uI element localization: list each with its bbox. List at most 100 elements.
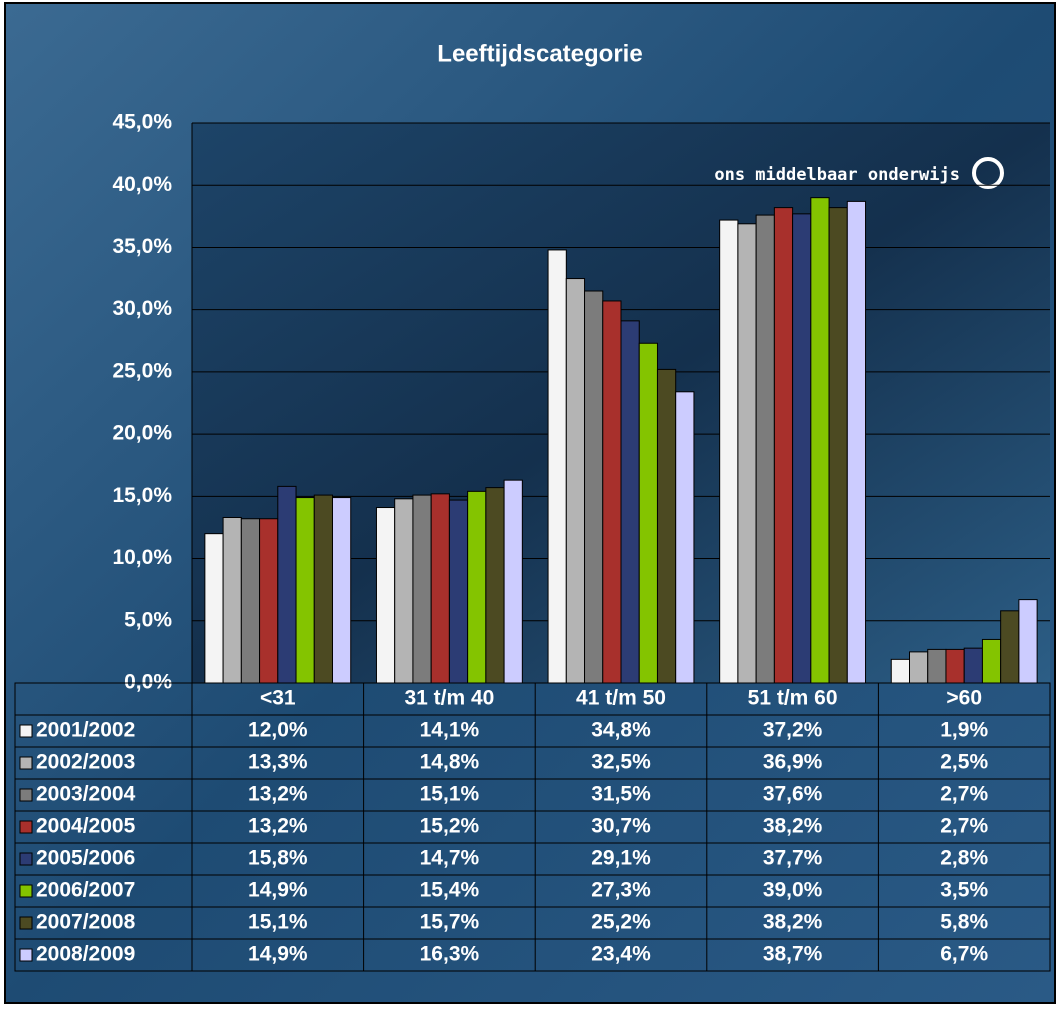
legend-label: 2006/2007 [36, 879, 135, 902]
y-tick-label: 35,0% [112, 235, 172, 258]
bar [891, 659, 909, 683]
bar [332, 498, 350, 683]
table-value: 15,2% [420, 815, 480, 838]
legend-swatch [20, 949, 32, 961]
y-tick-label: 25,0% [112, 359, 172, 382]
bar [982, 639, 1000, 683]
table-value: 15,8% [248, 847, 308, 870]
table-value: 15,1% [420, 783, 480, 806]
legend-swatch [20, 757, 32, 769]
y-tick-label: 40,0% [112, 173, 172, 196]
table-value: 37,2% [763, 719, 823, 742]
bar [504, 480, 522, 683]
bar [676, 392, 694, 683]
table-value: 38,7% [763, 943, 823, 966]
legend-swatch [20, 917, 32, 929]
bar [413, 495, 431, 683]
legend-swatch [20, 821, 32, 833]
bar [585, 291, 603, 683]
bar [468, 491, 486, 683]
bar [205, 534, 223, 683]
bar [431, 494, 449, 683]
y-tick-label: 20,0% [112, 422, 172, 445]
legend-swatch [20, 789, 32, 801]
bar [793, 214, 811, 683]
bar [756, 215, 774, 683]
bar [910, 652, 928, 683]
bar [774, 208, 792, 683]
y-tick-label: 0,0% [124, 671, 172, 694]
y-tick-label: 10,0% [112, 546, 172, 569]
page: Leeftijdscategorie ons middelbaar onderw… [0, 0, 1060, 1010]
bar [260, 519, 278, 683]
table-value: 5,8% [940, 911, 988, 934]
table-value: 14,8% [420, 751, 480, 774]
bar [603, 301, 621, 683]
bar [296, 498, 314, 683]
bar [829, 208, 847, 683]
bar [738, 224, 756, 683]
table-value: 37,6% [763, 783, 823, 806]
table-value: 34,8% [591, 719, 651, 742]
legend-label: 2003/2004 [36, 783, 136, 806]
table-value: 2,7% [940, 783, 988, 806]
y-tick-label: 15,0% [112, 484, 172, 507]
bar [964, 648, 982, 683]
table-value: 14,9% [248, 943, 308, 966]
table-value: 13,2% [248, 815, 308, 838]
table-value: 39,0% [763, 879, 823, 902]
legend-label: 2002/2003 [36, 751, 135, 774]
table-value: 1,9% [940, 719, 988, 742]
bar [548, 250, 566, 683]
logo-text: ons middelbaar onderwijs [714, 165, 960, 185]
bar [811, 198, 829, 683]
table-value: 15,7% [420, 911, 480, 934]
table-value: 12,0% [248, 719, 308, 742]
bar [928, 649, 946, 683]
table-value: 2,7% [940, 815, 988, 838]
x-tick-label: 41 t/m 50 [576, 687, 666, 710]
y-tick-label: 5,0% [124, 608, 172, 631]
bar [395, 499, 413, 683]
table-value: 23,4% [591, 943, 651, 966]
x-tick-label: 51 t/m 60 [748, 687, 838, 710]
bar [1019, 600, 1037, 683]
legend-label: 2004/2005 [36, 815, 136, 838]
table-value: 29,1% [591, 847, 651, 870]
x-tick-label: 31 t/m 40 [404, 687, 494, 710]
x-tick-label: >60 [946, 687, 982, 710]
table-value: 15,4% [420, 879, 480, 902]
table-value: 3,5% [940, 879, 988, 902]
legend-label: 2007/2008 [36, 911, 136, 934]
table-value: 16,3% [420, 943, 480, 966]
table-value: 31,5% [591, 783, 651, 806]
table-value: 36,9% [763, 751, 823, 774]
bar [223, 517, 241, 683]
table-value: 25,2% [591, 911, 651, 934]
legend-label: 2001/2002 [36, 719, 135, 742]
table-value: 38,2% [763, 911, 823, 934]
table-value: 32,5% [591, 751, 651, 774]
table-value: 14,7% [420, 847, 480, 870]
table-value: 13,3% [248, 751, 308, 774]
table-value: 38,2% [763, 815, 823, 838]
x-tick-label: <31 [260, 687, 296, 710]
table-value: 13,2% [248, 783, 308, 806]
bar [946, 649, 964, 683]
legend-swatch [20, 725, 32, 737]
table-value: 14,1% [420, 719, 480, 742]
legend-label: 2008/2009 [36, 943, 135, 966]
bar [486, 488, 504, 683]
bar [621, 321, 639, 683]
bar [241, 519, 259, 683]
table-value: 2,8% [940, 847, 988, 870]
chart: Leeftijdscategorie ons middelbaar onderw… [0, 0, 1060, 1010]
bar [657, 369, 675, 683]
y-tick-label: 30,0% [112, 297, 172, 320]
bar [720, 220, 738, 683]
y-tick-label: 45,0% [112, 111, 172, 134]
bar [278, 486, 296, 683]
table-value: 30,7% [591, 815, 651, 838]
legend-label: 2005/2006 [36, 847, 135, 870]
table-value: 37,7% [763, 847, 823, 870]
